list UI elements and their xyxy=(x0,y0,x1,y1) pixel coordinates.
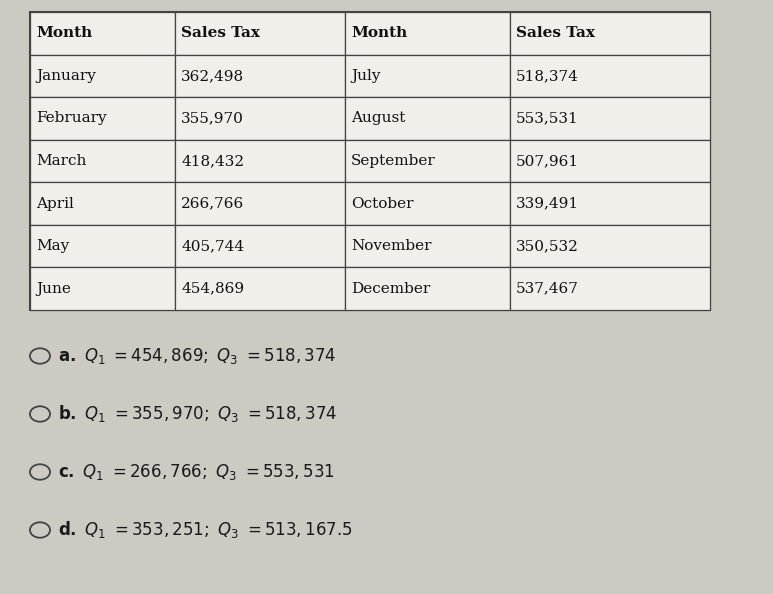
Bar xyxy=(175,12,345,55)
Bar xyxy=(510,12,710,55)
Bar xyxy=(510,225,710,267)
Bar xyxy=(510,55,710,97)
Bar xyxy=(30,267,175,310)
Text: Sales Tax: Sales Tax xyxy=(181,26,260,40)
Text: $\mathbf{a.}$ $Q_1$ $= 454,869;$ $Q_3$ $= 518,374$: $\mathbf{a.}$ $Q_1$ $= 454,869;$ $Q_3$ $… xyxy=(58,346,336,366)
Text: 266,766: 266,766 xyxy=(181,197,244,210)
Text: March: March xyxy=(36,154,87,168)
Bar xyxy=(345,225,510,267)
Bar xyxy=(510,97,710,140)
Text: 350,532: 350,532 xyxy=(516,239,579,253)
Bar xyxy=(175,140,345,182)
Bar xyxy=(345,97,510,140)
Text: $\mathbf{d.}$ $Q_1$ $= 353,251;$ $Q_3$ $= 513,167.5$: $\mathbf{d.}$ $Q_1$ $= 353,251;$ $Q_3$ $… xyxy=(58,520,352,541)
Bar xyxy=(175,267,345,310)
Bar xyxy=(345,182,510,225)
Bar xyxy=(175,225,345,267)
Text: January: January xyxy=(36,69,96,83)
Text: Month: Month xyxy=(36,26,92,40)
Text: 418,432: 418,432 xyxy=(181,154,244,168)
Bar xyxy=(345,267,510,310)
Bar xyxy=(175,182,345,225)
Text: 553,531: 553,531 xyxy=(516,112,579,125)
Bar xyxy=(345,12,510,55)
Text: Month: Month xyxy=(351,26,407,40)
Text: 454,869: 454,869 xyxy=(181,282,244,296)
Bar xyxy=(345,140,510,182)
Text: August: August xyxy=(351,112,405,125)
Text: February: February xyxy=(36,112,107,125)
Text: 405,744: 405,744 xyxy=(181,239,244,253)
Text: September: September xyxy=(351,154,436,168)
Bar xyxy=(30,12,175,55)
Text: $\mathbf{c.}$ $Q_1$ $= 266,766;$ $Q_3$ $= 553,531$: $\mathbf{c.}$ $Q_1$ $= 266,766;$ $Q_3$ $… xyxy=(58,462,335,482)
Text: November: November xyxy=(351,239,431,253)
Text: May: May xyxy=(36,239,70,253)
Bar xyxy=(510,140,710,182)
Bar xyxy=(30,97,175,140)
Text: June: June xyxy=(36,282,71,296)
Bar xyxy=(510,182,710,225)
Text: 537,467: 537,467 xyxy=(516,282,579,296)
Text: 339,491: 339,491 xyxy=(516,197,579,210)
Bar xyxy=(345,55,510,97)
Bar xyxy=(30,182,175,225)
Text: April: April xyxy=(36,197,74,210)
Bar xyxy=(510,267,710,310)
Text: 355,970: 355,970 xyxy=(181,112,243,125)
Bar xyxy=(175,55,345,97)
Bar xyxy=(30,55,175,97)
Text: October: October xyxy=(351,197,414,210)
Bar xyxy=(175,97,345,140)
Text: 362,498: 362,498 xyxy=(181,69,244,83)
Text: 507,961: 507,961 xyxy=(516,154,579,168)
Text: December: December xyxy=(351,282,431,296)
Text: 518,374: 518,374 xyxy=(516,69,579,83)
Bar xyxy=(30,12,710,310)
Text: July: July xyxy=(351,69,380,83)
Bar xyxy=(30,225,175,267)
Text: $\mathbf{b.}$ $Q_1$ $= 355,970;$ $Q_3$ $= 518,374$: $\mathbf{b.}$ $Q_1$ $= 355,970;$ $Q_3$ $… xyxy=(58,403,337,425)
Text: Sales Tax: Sales Tax xyxy=(516,26,595,40)
Bar xyxy=(30,140,175,182)
